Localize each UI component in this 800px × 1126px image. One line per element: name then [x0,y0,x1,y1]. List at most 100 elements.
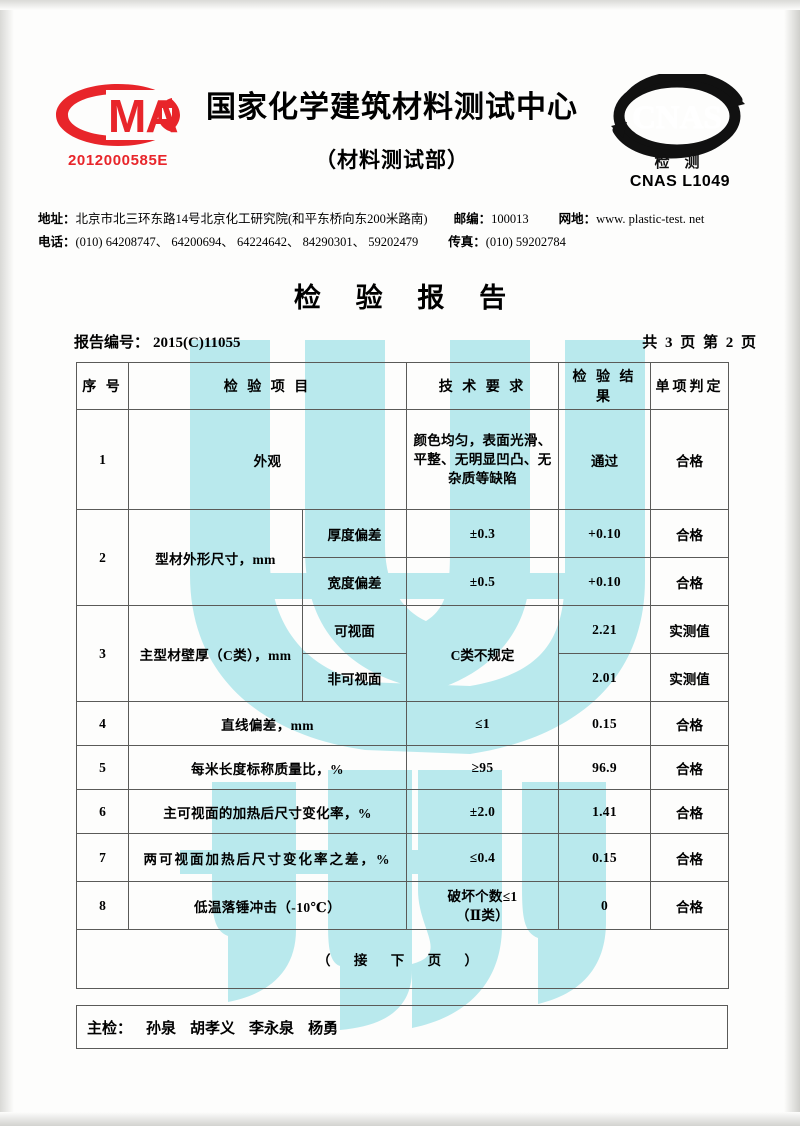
row6-item: 主可视面的加热后尺寸变化率，% [128,789,407,835]
row2-sub2-result: +0.10 [558,557,651,607]
row7-item: 两可视面加热后尺寸变化率之差，% [128,833,407,883]
row4-seq: 4 [76,701,129,747]
row8-seq: 8 [76,881,129,931]
row2-sub2-judgement: 合格 [650,557,729,607]
svg-text:MA: MA [108,90,178,142]
row2-item: 型材外形尺寸，mm [128,509,303,607]
row1-item: 外观 [128,409,407,511]
row5-result: 96.9 [558,745,651,791]
row3-sub1-result: 2.21 [558,605,651,655]
cma-certificate-number: 2012000585E [67,152,169,169]
svg-text:检 测: 检 测 [654,153,699,170]
header-seq: 序 号 [76,362,129,411]
organization-block: 国家化学建筑材料测试中心 （材料测试部） [186,82,598,174]
table-row: 5 每米长度标称质量比，% ≥95 96.9 合格 [76,745,729,791]
contact-address-row: 地址： 北京市北三环东路14号北京化工研究院(和平东桥向东200米路南) 邮编：… [38,208,768,231]
inspector-name: 孙泉 [146,1020,177,1037]
phone-value: (010) 64208747、 64200694、 64224642、 8429… [75,235,419,250]
organization-name: 国家化学建筑材料测试中心 [206,91,578,124]
row8-requirement: 破坏个数≤1 （Ⅱ类） [406,881,559,931]
postcode-value: 100013 [491,212,529,226]
row6-result: 1.41 [558,789,651,835]
fax-label: 传真： [448,235,486,250]
report-meta: 报告编号： 2015(C)11055 共 3 页 第 2 页 [74,331,758,352]
row3-sub1-judgement: 实测值 [650,605,729,655]
page-indicator: 共 3 页 第 2 页 [642,335,758,352]
row6-judgement: 合格 [650,789,729,835]
inspection-results-table: 序 号 检 验 项 目 技 术 要 求 检 验 结 果 单项判定 1 外观 颜色… [76,362,729,990]
row2-seq: 2 [76,509,129,607]
website-value: www. plastic-test. net [596,212,705,226]
header-requirement: 技 术 要 求 [406,362,559,411]
report-number-value: 2015(C)11055 [153,335,241,352]
row3-sub2-label: 非可视面 [302,653,407,703]
table-row-continued: （ 接 下 页 ） [76,929,729,990]
row5-judgement: 合格 [650,745,729,791]
row4-requirement: ≤1 [406,701,559,747]
table-row: 1 外观 颜色均匀，表面光滑、平整、无明显凹凸、无杂质等缺陷 通过 合格 [76,409,729,511]
table-row: 2 型材外形尺寸，mm 厚度偏差 ±0.3 +0.10 合格 [76,509,729,607]
row7-requirement: ≤0.4 [406,833,559,883]
row3-sub1-label: 可视面 [302,605,407,655]
row8-result: 0 [558,881,651,931]
row7-result: 0.15 [558,833,651,883]
row8-item: 低温落锤冲击（-10℃） [128,881,407,931]
row2-sub2-label: 宽度偏差 [302,557,407,607]
inspector-name: 杨勇 [308,1020,339,1037]
row8-requirement-line2: （Ⅱ类） [455,907,510,923]
website-label: 网地： [558,212,597,226]
address-value: 北京市北三环东路14号北京化工研究院(和平东桥向东200米路南) [75,212,428,226]
cnas-logo-icon: CNAS 检 测 [611,71,745,171]
report-number-label: 报告编号： [74,335,150,352]
table-header-row: 序 号 检 验 项 目 技 术 要 求 检 验 结 果 单项判定 [76,362,729,411]
row3-sub2-judgement: 实测值 [650,653,729,703]
inspector-name: 胡孝义 [190,1020,236,1037]
report-title: 检 验 报 告 [293,283,521,314]
table-row: 4 直线偏差，mm ≤1 0.15 合格 [76,701,729,747]
phone-label: 电话： [38,235,76,250]
results-table-wrapper: 序 号 检 验 项 目 技 术 要 求 检 验 结 果 单项判定 1 外观 颜色… [76,362,729,990]
table-row: 3 主型材壁厚（C类），mm 可视面 C类不规定 2.21 实测值 [76,605,729,703]
row6-requirement: ±2.0 [406,789,559,835]
postcode-label: 邮编： [453,212,492,226]
row1-requirement: 颜色均匀，表面光滑、平整、无明显凹凸、无杂质等缺陷 [406,409,559,511]
row3-sub2-result: 2.01 [558,653,651,703]
header-item: 检 验 项 目 [128,362,407,411]
row3-requirement: C类不规定 [406,605,559,703]
row4-judgement: 合格 [650,701,729,747]
cnas-accreditation-block: CNAS 检 测 CNAS L1049 [600,71,760,191]
row3-item: 主型材壁厚（C类），mm [128,605,303,703]
paper-edge-top [0,0,800,10]
row3-seq: 3 [76,605,129,703]
paper-edge-left [0,0,14,1126]
row5-seq: 5 [76,745,129,791]
table-row: 6 主可视面的加热后尺寸变化率，% ±2.0 1.41 合格 [76,789,729,835]
row5-item: 每米长度标称质量比，% [128,745,407,791]
fax-value: (010) 59202784 [485,235,566,250]
header-result: 检 验 结 果 [558,362,651,411]
organization-department: （材料测试部） [315,148,469,172]
contact-info: 地址： 北京市北三环东路14号北京化工研究院(和平东桥向东200米路南) 邮编：… [38,208,768,254]
inspector-signature-box: 主检： 孙泉 胡孝义 李永泉 杨勇 [76,1005,728,1050]
row4-result: 0.15 [558,701,651,747]
header-judgement: 单项判定 [650,362,729,411]
cnas-registration-code: CNAS L1049 [629,173,731,190]
table-row: 7 两可视面加热后尺寸变化率之差，% ≤0.4 0.15 合格 [76,833,729,883]
cma-accreditation-block: MA 2012000585E [48,80,188,169]
paper-edge-bottom [0,1112,800,1126]
row1-result: 通过 [558,409,651,511]
row2-sub1-requirement: ±0.3 [406,509,559,559]
paper-edge-right [784,0,800,1126]
report-number: 报告编号： 2015(C)11055 [74,331,241,352]
row2-sub1-label: 厚度偏差 [302,509,407,559]
row2-sub1-judgement: 合格 [650,509,729,559]
row2-sub1-result: +0.10 [558,509,651,559]
row8-judgement: 合格 [650,881,729,931]
document-header: MA 2012000585E 国家化学建筑材料测试中心 （材料测试部） CNAS… [0,71,800,192]
row7-judgement: 合格 [650,833,729,883]
inspector-name: 李永泉 [249,1020,295,1037]
row5-requirement: ≥95 [406,745,559,791]
row4-item: 直线偏差，mm [128,701,407,747]
row2-sub2-requirement: ±0.5 [406,557,559,607]
row7-seq: 7 [76,833,129,883]
